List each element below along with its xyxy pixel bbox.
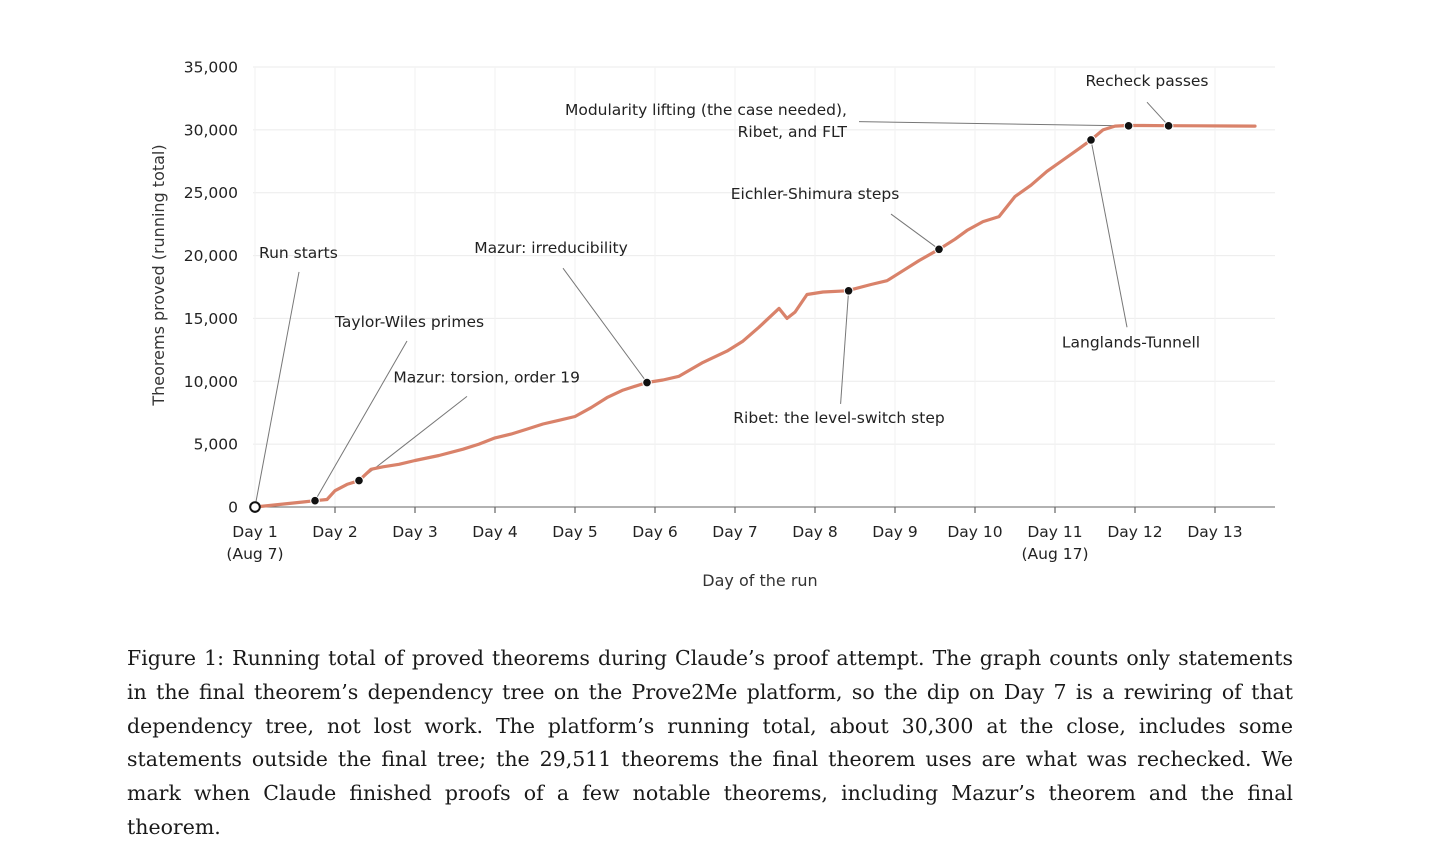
annotation-label: Run starts [259, 244, 338, 262]
y-tick-label: 25,000 [184, 184, 238, 202]
y-tick-label: 10,000 [184, 373, 238, 391]
x-tick-label: Day 2 [312, 523, 357, 541]
x-tick-sublabel: (Aug 7) [226, 545, 283, 563]
axes: 0 5,000 10,000 15,000 20,000 25,000 30,000 35,0… [184, 59, 1275, 563]
x-axis-title: Day of the run [702, 571, 817, 590]
figure-caption: Figure 1: Running total of proved theore… [127, 646, 1293, 839]
y-tick-label: 30,000 [184, 121, 238, 139]
annotation-label: Modularity lifting (the case needed), [565, 101, 847, 119]
x-tick-label: Day 4 [472, 523, 517, 541]
milestone-marker [642, 377, 652, 388]
annotation-label: Mazur: irreducibility [474, 239, 628, 257]
milestone-marker [310, 495, 320, 506]
running-total-chart: 0 5,000 10,000 15,000 20,000 25,000 30,000 35,0… [149, 59, 1275, 590]
x-tick-label: Day 3 [392, 523, 437, 541]
series-line [253, 123, 1257, 509]
x-tick-label: Day 5 [552, 523, 597, 541]
annotation-connector [562, 267, 648, 383]
annotation-label: Ribet: the level-switch step [733, 409, 944, 427]
x-tick-label: Day 6 [632, 523, 677, 541]
annotation-label: Taylor-Wiles primes [334, 313, 484, 331]
y-tick-label: 15,000 [184, 310, 238, 328]
milestone-markers [249, 121, 1174, 513]
annotation-label: Recheck passes [1085, 72, 1208, 90]
annotation-connector [890, 213, 940, 250]
chart-canvas: 0 5,000 10,000 15,000 20,000 25,000 30,000 35,0… [149, 59, 1275, 590]
milestone-marker [354, 475, 364, 486]
annotation-label: Mazur: torsion, order 19 [393, 369, 580, 387]
x-tick-label: Day 11 [1027, 523, 1082, 541]
x-tick-label: Day 13 [1187, 523, 1242, 541]
x-tick-sublabel: (Aug 17) [1021, 545, 1088, 563]
x-tick-label: Day 9 [872, 523, 917, 541]
annotation-label: Ribet, and FLT [738, 123, 848, 141]
x-tick-label: Day 7 [712, 523, 757, 541]
x-tick-label: Day 1 [232, 523, 277, 541]
start-marker [249, 501, 261, 513]
milestone-marker [1086, 135, 1096, 145]
grid [253, 66, 1275, 508]
annotation-connector [314, 340, 408, 501]
x-tick-label: Day 8 [792, 523, 837, 541]
annotation-connector [254, 271, 300, 508]
annotation-connectors [254, 101, 1169, 508]
annotation-connector [1090, 139, 1128, 328]
y-axis-title: Theorems proved (running total) [149, 144, 168, 406]
y-tick-label: 0 [228, 499, 238, 517]
milestone-marker [1163, 121, 1174, 131]
milestone-marker [843, 285, 854, 296]
annotation-label: Eichler-Shimura steps [731, 185, 900, 203]
annotation-connector [840, 290, 850, 404]
milestone-marker [1123, 121, 1134, 131]
annotation-label: Langlands-Tunnell [1062, 333, 1200, 351]
milestone-marker [934, 244, 944, 255]
annotation-connector [1146, 101, 1169, 127]
annotation-labels: Run starts Taylor-Wiles primes Mazur: tors… [259, 72, 1209, 427]
annotation-connector [858, 121, 1129, 127]
x-tick-label: Day 10 [947, 523, 1002, 541]
y-tick-label: 5,000 [194, 436, 238, 454]
running-total-line [253, 123, 1257, 509]
x-tick-label: Day 12 [1107, 523, 1162, 541]
y-tick-label: 35,000 [184, 59, 238, 77]
y-tick-label: 20,000 [184, 247, 238, 265]
